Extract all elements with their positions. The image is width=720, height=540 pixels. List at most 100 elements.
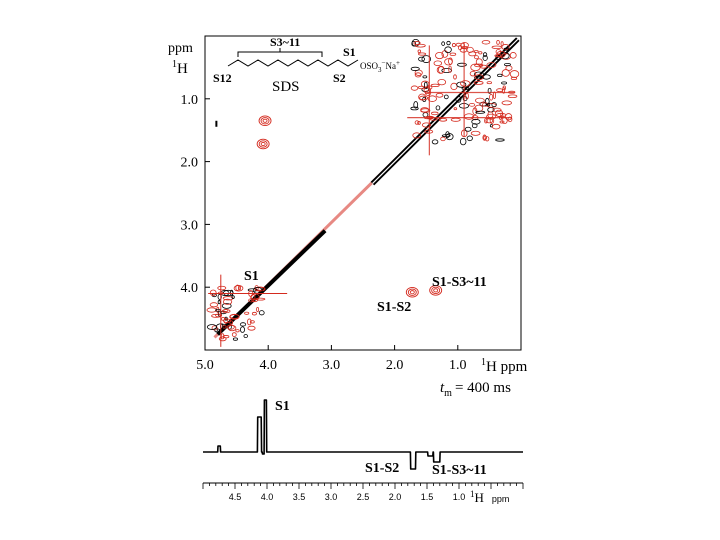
- contour-chain: [438, 65, 445, 74]
- contour-chain: [475, 58, 483, 66]
- sds-name: SDS: [272, 79, 300, 95]
- slice-tick-label: 1.5: [421, 492, 434, 502]
- slice-annotation-s1-s3-11: S1-S3~11: [432, 463, 487, 478]
- contour-chain: [413, 41, 421, 46]
- contour-chain: [492, 107, 502, 113]
- contour-s1: [255, 297, 266, 301]
- cross-peak: [431, 286, 441, 294]
- contour-chain: [474, 55, 479, 60]
- cross-peak: [409, 290, 415, 295]
- contour-chain: [410, 85, 419, 91]
- contour-s1: [216, 306, 220, 313]
- annotation-s1-s3-11: S1-S3~11: [432, 275, 487, 290]
- contour-chain: [430, 83, 440, 87]
- contour-chain: [457, 62, 467, 67]
- contour-chain: [431, 139, 439, 145]
- contour-chain: [470, 63, 481, 72]
- contour-s1: [206, 307, 217, 313]
- contour-chain: [494, 54, 503, 58]
- contour-s1: [215, 313, 223, 318]
- sds-tail-label: S12: [213, 71, 232, 85]
- contour-chain: [437, 78, 447, 86]
- contour-chain: [495, 138, 505, 142]
- contour-chain: [485, 136, 490, 142]
- artifact-marker: [215, 120, 218, 127]
- contour-s1: [232, 337, 238, 341]
- slice-tick-label: 2.5: [357, 492, 370, 502]
- mixing-time: tm = 400 ms: [440, 380, 511, 399]
- contour-chain: [417, 52, 427, 56]
- sds-s2-label: S2: [333, 71, 346, 85]
- contour-s1: [254, 286, 266, 292]
- contour-s1: [223, 317, 229, 324]
- slice-annotation-s1-s2: S1-S2: [365, 461, 399, 476]
- contour-chain: [496, 88, 504, 93]
- contour-chain: [495, 49, 502, 55]
- contour-chain: [468, 51, 477, 57]
- contour-chain: [491, 45, 503, 50]
- contour-s1: [256, 306, 260, 313]
- sds-chain-bracket: [237, 48, 323, 57]
- contour-chain: [482, 54, 488, 61]
- contour-chain: [492, 91, 496, 100]
- contour-chain: [427, 95, 437, 102]
- contour-chain: [420, 108, 431, 113]
- contour-chain: [504, 63, 511, 66]
- contour-s1: [250, 294, 256, 301]
- contour-chain: [503, 47, 509, 51]
- sds-head-label: S1: [343, 45, 356, 59]
- contour-s1: [231, 295, 235, 299]
- contour-chain: [441, 67, 453, 74]
- contour-s1: [237, 285, 242, 291]
- contour-chain: [440, 136, 446, 142]
- y-tick-label: 1.0: [181, 93, 199, 108]
- contour-chain: [474, 75, 485, 80]
- x-tick-label: 1.0: [449, 358, 467, 373]
- cross-peak: [260, 117, 270, 125]
- contour-chain: [413, 101, 419, 109]
- contour-chain: [487, 87, 492, 94]
- contour-s1: [231, 332, 237, 337]
- contour-chain: [489, 93, 494, 101]
- contour-chain: [420, 107, 429, 113]
- contour-chain: [448, 57, 453, 65]
- slice-tick-label: 2.0: [389, 492, 402, 502]
- contour-chain: [491, 123, 501, 130]
- contour-chain: [501, 81, 508, 85]
- sds-molecule: S3~11 S1 S12 S2 SDS OSO3−Na+: [213, 35, 400, 95]
- contour-chain: [473, 49, 479, 53]
- annotation-s1: S1: [244, 269, 259, 284]
- slice-x-axis: 4.5 4.0 3.5 3.0 2.5 2.0 1.5 1.0: [202, 483, 524, 502]
- contour-chain: [500, 41, 504, 47]
- contour-chain: [487, 102, 491, 107]
- contour-chain: [485, 118, 494, 124]
- plot-frame: [204, 35, 522, 351]
- slice-trace: [202, 399, 524, 470]
- contour-chain: [435, 105, 441, 111]
- contour-s1: [246, 318, 252, 326]
- contour-chain: [424, 81, 428, 90]
- contour-chain: [478, 51, 483, 55]
- contour-chain: [433, 60, 443, 67]
- x-axis: 5.0 4.0 3.0 2.0 1.0: [196, 345, 467, 373]
- cross-peak: [433, 288, 439, 293]
- contour-chain: [444, 46, 452, 54]
- contour-s1: [217, 293, 222, 300]
- slice-tick-label: 3.5: [293, 492, 306, 502]
- contour-chain: [465, 92, 469, 100]
- y-tick-label: 2.0: [181, 156, 199, 171]
- contour-s1: [209, 289, 217, 296]
- contour-s1: [211, 325, 218, 331]
- contour-chain: [418, 85, 425, 90]
- contour-layer: [206, 37, 520, 347]
- contour-s1: [209, 302, 219, 308]
- contour-chain: [466, 46, 474, 53]
- contour-s1: [258, 310, 265, 316]
- contour-chain: [496, 39, 500, 45]
- contour-s1: [223, 309, 229, 312]
- diagonal-ridge-core: [372, 38, 519, 185]
- contour-s1: [222, 298, 233, 305]
- contour-chain: [438, 118, 448, 122]
- contour-chain: [501, 117, 508, 125]
